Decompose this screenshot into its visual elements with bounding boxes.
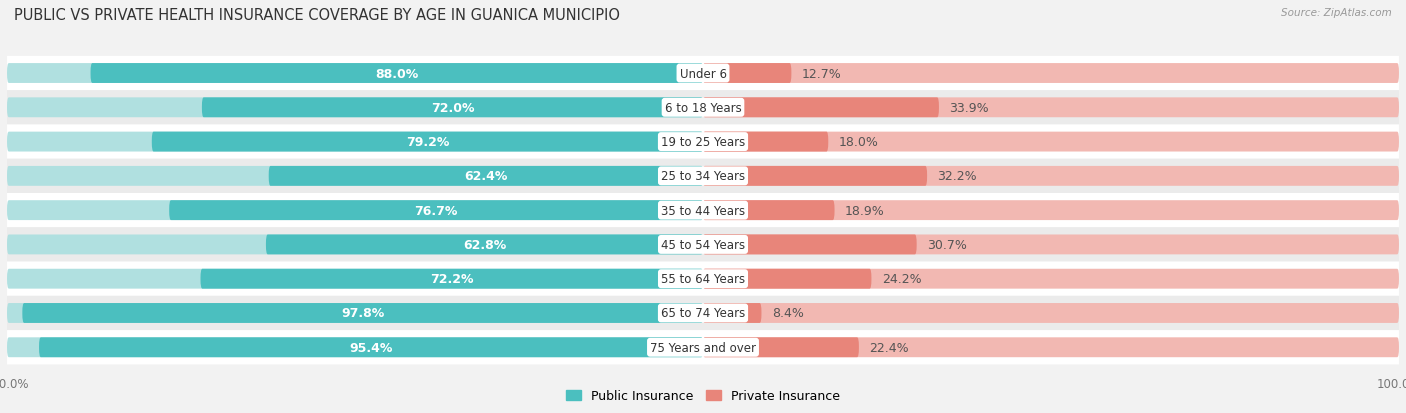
FancyBboxPatch shape bbox=[703, 201, 1399, 221]
Text: 24.2%: 24.2% bbox=[882, 273, 921, 285]
Text: 35 to 44 Years: 35 to 44 Years bbox=[661, 204, 745, 217]
Text: 19 to 25 Years: 19 to 25 Years bbox=[661, 136, 745, 149]
Text: 76.7%: 76.7% bbox=[415, 204, 458, 217]
Text: 79.2%: 79.2% bbox=[406, 136, 449, 149]
FancyBboxPatch shape bbox=[703, 166, 1399, 186]
FancyBboxPatch shape bbox=[703, 201, 835, 221]
Text: 12.7%: 12.7% bbox=[801, 67, 842, 80]
Text: PUBLIC VS PRIVATE HEALTH INSURANCE COVERAGE BY AGE IN GUANICA MUNICIPIO: PUBLIC VS PRIVATE HEALTH INSURANCE COVER… bbox=[14, 8, 620, 23]
FancyBboxPatch shape bbox=[7, 269, 703, 289]
FancyBboxPatch shape bbox=[7, 201, 703, 221]
FancyBboxPatch shape bbox=[703, 337, 859, 357]
FancyBboxPatch shape bbox=[703, 132, 1399, 152]
FancyBboxPatch shape bbox=[39, 337, 703, 357]
Text: 55 to 64 Years: 55 to 64 Years bbox=[661, 273, 745, 285]
FancyBboxPatch shape bbox=[703, 303, 762, 323]
FancyBboxPatch shape bbox=[7, 296, 1399, 330]
FancyBboxPatch shape bbox=[266, 235, 703, 255]
FancyBboxPatch shape bbox=[7, 132, 703, 152]
Text: 88.0%: 88.0% bbox=[375, 67, 419, 80]
FancyBboxPatch shape bbox=[7, 235, 703, 255]
Text: 97.8%: 97.8% bbox=[342, 307, 384, 320]
FancyBboxPatch shape bbox=[7, 159, 1399, 194]
FancyBboxPatch shape bbox=[22, 303, 703, 323]
FancyBboxPatch shape bbox=[703, 132, 828, 152]
FancyBboxPatch shape bbox=[202, 98, 703, 118]
FancyBboxPatch shape bbox=[703, 235, 1399, 255]
FancyBboxPatch shape bbox=[7, 330, 1399, 365]
FancyBboxPatch shape bbox=[7, 166, 703, 186]
FancyBboxPatch shape bbox=[7, 194, 1399, 228]
FancyBboxPatch shape bbox=[7, 57, 1399, 91]
FancyBboxPatch shape bbox=[7, 64, 703, 84]
FancyBboxPatch shape bbox=[703, 98, 1399, 118]
FancyBboxPatch shape bbox=[703, 337, 1399, 357]
FancyBboxPatch shape bbox=[201, 269, 703, 289]
FancyBboxPatch shape bbox=[703, 303, 1399, 323]
Text: 25 to 34 Years: 25 to 34 Years bbox=[661, 170, 745, 183]
FancyBboxPatch shape bbox=[152, 132, 703, 152]
FancyBboxPatch shape bbox=[169, 201, 703, 221]
Text: 72.2%: 72.2% bbox=[430, 273, 474, 285]
FancyBboxPatch shape bbox=[269, 166, 703, 186]
Text: 62.8%: 62.8% bbox=[463, 238, 506, 252]
Text: 30.7%: 30.7% bbox=[927, 238, 967, 252]
FancyBboxPatch shape bbox=[703, 64, 1399, 84]
Legend: Public Insurance, Private Insurance: Public Insurance, Private Insurance bbox=[561, 385, 845, 407]
FancyBboxPatch shape bbox=[703, 166, 927, 186]
FancyBboxPatch shape bbox=[703, 64, 792, 84]
Text: Under 6: Under 6 bbox=[679, 67, 727, 80]
Text: 18.0%: 18.0% bbox=[839, 136, 879, 149]
Text: 72.0%: 72.0% bbox=[430, 102, 474, 114]
Text: 45 to 54 Years: 45 to 54 Years bbox=[661, 238, 745, 252]
FancyBboxPatch shape bbox=[90, 64, 703, 84]
FancyBboxPatch shape bbox=[7, 125, 1399, 159]
FancyBboxPatch shape bbox=[7, 91, 1399, 125]
FancyBboxPatch shape bbox=[7, 228, 1399, 262]
Text: 18.9%: 18.9% bbox=[845, 204, 884, 217]
FancyBboxPatch shape bbox=[703, 269, 1399, 289]
Text: 95.4%: 95.4% bbox=[349, 341, 392, 354]
Text: 62.4%: 62.4% bbox=[464, 170, 508, 183]
Text: 32.2%: 32.2% bbox=[938, 170, 977, 183]
FancyBboxPatch shape bbox=[703, 269, 872, 289]
FancyBboxPatch shape bbox=[703, 235, 917, 255]
Text: 65 to 74 Years: 65 to 74 Years bbox=[661, 307, 745, 320]
Text: 6 to 18 Years: 6 to 18 Years bbox=[665, 102, 741, 114]
FancyBboxPatch shape bbox=[7, 98, 703, 118]
FancyBboxPatch shape bbox=[7, 262, 1399, 296]
Text: 8.4%: 8.4% bbox=[772, 307, 804, 320]
FancyBboxPatch shape bbox=[7, 303, 703, 323]
FancyBboxPatch shape bbox=[703, 98, 939, 118]
Text: 75 Years and over: 75 Years and over bbox=[650, 341, 756, 354]
Text: 22.4%: 22.4% bbox=[869, 341, 908, 354]
Text: Source: ZipAtlas.com: Source: ZipAtlas.com bbox=[1281, 8, 1392, 18]
Text: 33.9%: 33.9% bbox=[949, 102, 988, 114]
FancyBboxPatch shape bbox=[7, 337, 703, 357]
